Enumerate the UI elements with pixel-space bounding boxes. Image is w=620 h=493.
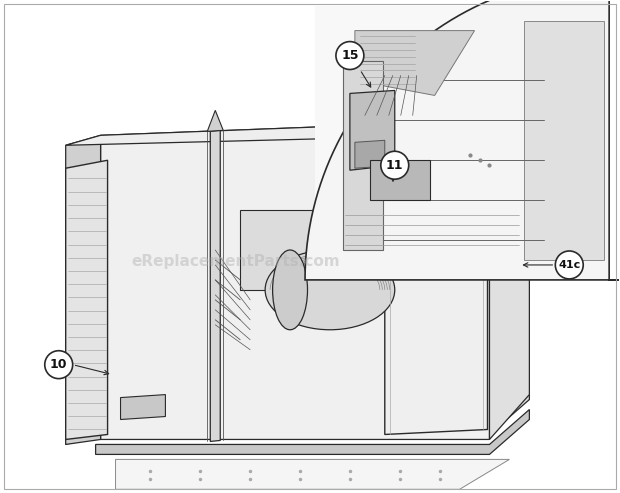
Polygon shape [120, 394, 166, 420]
Polygon shape [525, 21, 604, 260]
Polygon shape [355, 141, 385, 168]
Polygon shape [95, 410, 529, 455]
Polygon shape [240, 210, 410, 290]
Bar [315, 6, 609, 280]
Polygon shape [490, 101, 529, 439]
Text: 10: 10 [50, 358, 68, 371]
Text: 41c: 41c [558, 260, 580, 270]
Text: eReplacementParts.com: eReplacementParts.com [131, 254, 340, 269]
Polygon shape [207, 110, 223, 131]
Circle shape [556, 251, 583, 279]
Text: 15: 15 [341, 49, 358, 62]
Polygon shape [66, 120, 490, 145]
Polygon shape [210, 130, 220, 441]
Polygon shape [66, 424, 100, 445]
Polygon shape [350, 90, 395, 170]
Polygon shape [370, 160, 430, 200]
Polygon shape [66, 135, 100, 445]
Polygon shape [66, 160, 108, 439]
Circle shape [336, 41, 364, 70]
Polygon shape [115, 459, 510, 490]
Polygon shape [100, 389, 529, 434]
Polygon shape [385, 155, 487, 434]
Text: 11: 11 [386, 159, 404, 172]
Polygon shape [355, 31, 474, 96]
Ellipse shape [265, 250, 395, 330]
Polygon shape [343, 61, 383, 250]
Circle shape [381, 151, 409, 179]
Circle shape [45, 351, 73, 379]
Polygon shape [305, 0, 620, 280]
Polygon shape [100, 120, 490, 439]
Ellipse shape [273, 250, 308, 330]
